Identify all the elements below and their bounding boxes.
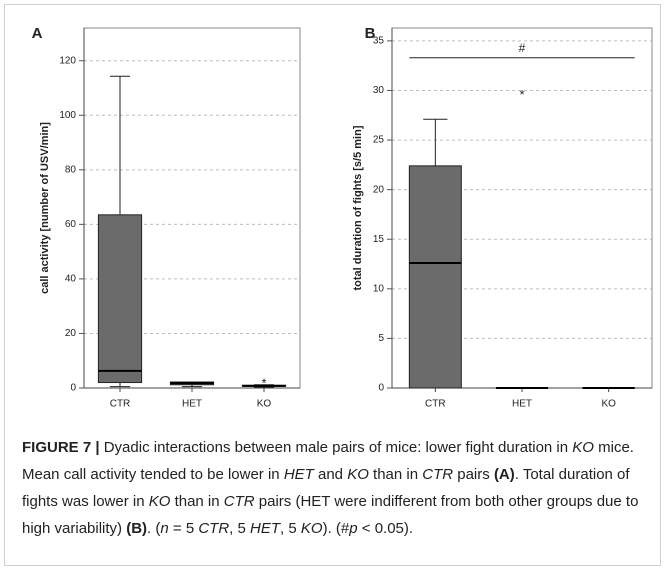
y-tick-label: 30 [373,85,385,96]
y-tick-label: 0 [70,383,76,394]
caption-label: FIGURE 7 | [22,439,100,456]
caption-text: HET [283,466,314,483]
y-tick-label: 35 [373,36,385,47]
box [408,165,462,389]
y-tick-label: 5 [378,333,384,344]
y-tick-label: 15 [373,234,385,245]
y-tick-label: 100 [59,110,76,121]
significance-label: # [519,41,526,55]
caption-text: , 5 [229,520,251,537]
y-tick-label: 80 [65,164,77,175]
caption-text: . Total duration of fights was lower in [22,466,630,510]
x-tick-label: HET [512,399,532,410]
caption-text: KO [148,493,171,510]
caption-text: and [313,466,348,483]
panel-label: B [365,25,376,42]
caption-text: (B) [126,520,148,537]
figure-caption: FIGURE 7 | Dyadic interactions between m… [22,434,652,542]
caption-text: n [160,520,169,537]
caption-text: mice. Mean call activity tended to be lo… [22,439,634,483]
y-tick-label: 40 [65,274,77,285]
y-tick-label: 25 [373,135,385,146]
x-tick-label: CTR [110,399,131,410]
x-tick-label: KO [601,399,616,410]
caption-text: = 5 [168,520,199,537]
caption-text: KO [300,520,323,537]
caption-text: KO [347,466,369,483]
caption-text: than in [368,466,423,483]
caption-text: ). (# [322,520,350,537]
caption-text: CTR [198,520,230,537]
caption-text: HET [250,520,281,537]
x-tick-label: CTR [425,399,446,410]
caption-text: pairs [453,466,494,483]
caption-text: CTR [223,493,255,510]
caption-text: Dyadic interactions between male pairs o… [99,439,573,456]
caption-text: CTR [422,466,454,483]
caption-text: pairs (HET were indifferent from both ot… [22,493,639,537]
figure-frame [4,4,661,566]
y-tick-label: 10 [373,283,385,294]
x-tick-label: HET [182,399,202,410]
caption-text: KO [572,439,594,456]
caption-text: . ( [147,520,161,537]
box [97,214,143,384]
caption-text: (A) [493,466,515,483]
caption-text: , 5 [280,520,301,537]
x-tick-label: KO [257,399,272,410]
panel-label: A [32,25,43,42]
y-tick-label: 120 [59,55,76,66]
y-tick-label: 20 [65,328,77,339]
y-tick-label: 0 [378,383,384,394]
y-tick-label: 20 [373,184,385,195]
y-axis-label: call activity [number of USV/min] [39,122,51,294]
caption-text: < 0.05). [357,520,414,537]
y-tick-label: 60 [65,219,77,230]
outlier: * [261,375,266,390]
y-axis-label: total duration of fights [s/5 min] [352,125,364,290]
outlier: * [519,87,524,102]
caption-text: than in [170,493,224,510]
caption-text: p [349,520,358,537]
